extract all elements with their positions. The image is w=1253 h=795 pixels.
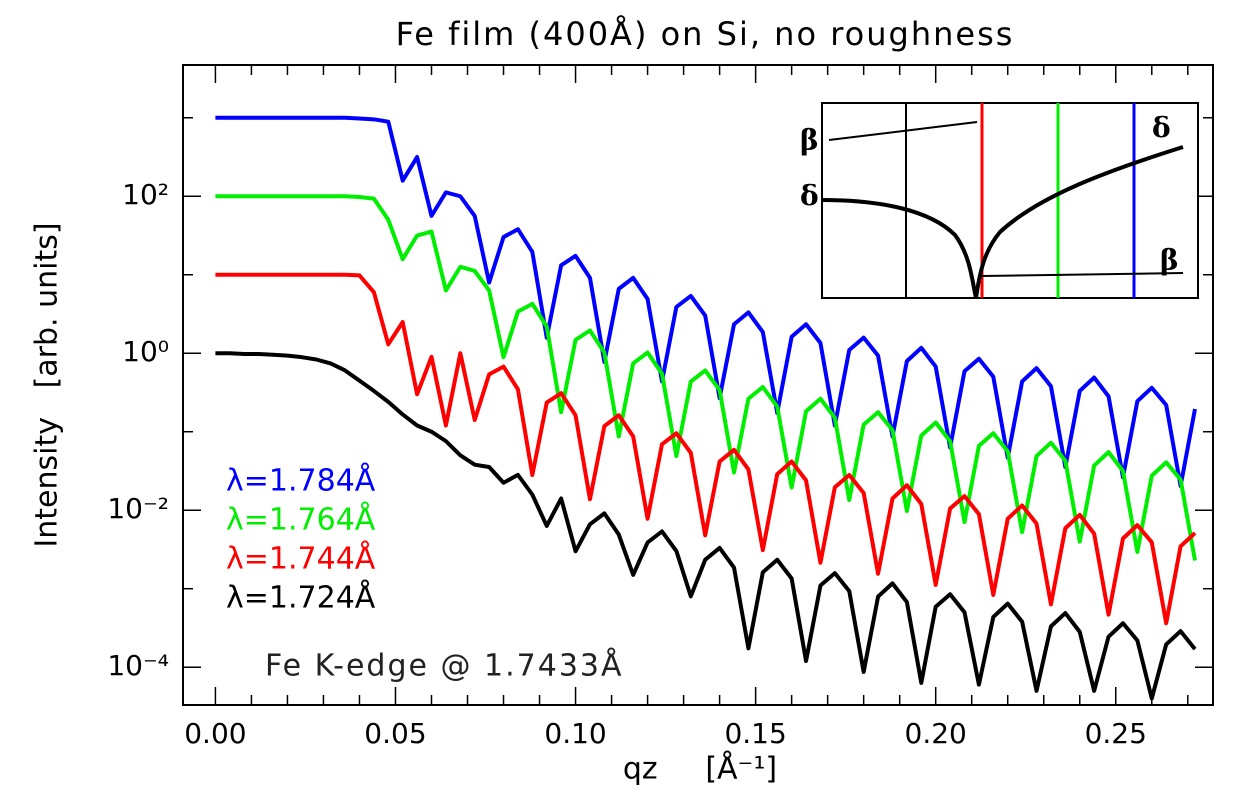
y-tick-label: 10⁻⁴: [107, 649, 169, 682]
inset-label: δ: [800, 180, 819, 213]
y-axis-label: Intensity [arb. units]: [30, 222, 65, 547]
inset-frame: [821, 102, 1199, 299]
chart-title: Fe film (400Å) on Si, no roughness: [396, 15, 1015, 53]
plot-frame: [182, 64, 1214, 706]
series-line: [215, 272, 1197, 626]
inset-label: β: [800, 124, 819, 157]
x-tick-label: 0.25: [1085, 717, 1147, 750]
inset-beta-curve: [981, 272, 1184, 277]
inset: β δ δ β: [800, 102, 1199, 299]
x-tick-label: 0.10: [544, 717, 606, 750]
annotation: Fe K-edge @ 1.7433Å: [265, 648, 624, 684]
x-tick-label: 0.00: [184, 717, 246, 750]
x-axis-label: qz [Å⁻¹]: [623, 751, 777, 787]
x-tick-label: 0.15: [724, 717, 786, 750]
series-group: [215, 115, 1197, 701]
series-line: [215, 194, 1197, 561]
legend-entry: λ=1.784Å: [226, 463, 376, 499]
series-line: [215, 115, 1197, 488]
y-tick-label: 10²: [122, 178, 169, 211]
x-tick-label: 0.05: [364, 717, 426, 750]
legend-entry: λ=1.724Å: [226, 580, 376, 616]
y-tick-label: 10⁰: [122, 335, 169, 368]
series-line: [215, 351, 1197, 701]
inset-beta-curve: [828, 121, 978, 141]
inset-delta-curve: [821, 145, 1184, 299]
y-tick-label: 10⁻²: [107, 492, 169, 525]
x-tick-label: 0.20: [905, 717, 967, 750]
inset-label: β: [1160, 244, 1179, 277]
inset-label: δ: [1152, 112, 1171, 145]
legend-entry: λ=1.744Å: [226, 541, 376, 577]
legend-entry: λ=1.764Å: [226, 502, 376, 538]
